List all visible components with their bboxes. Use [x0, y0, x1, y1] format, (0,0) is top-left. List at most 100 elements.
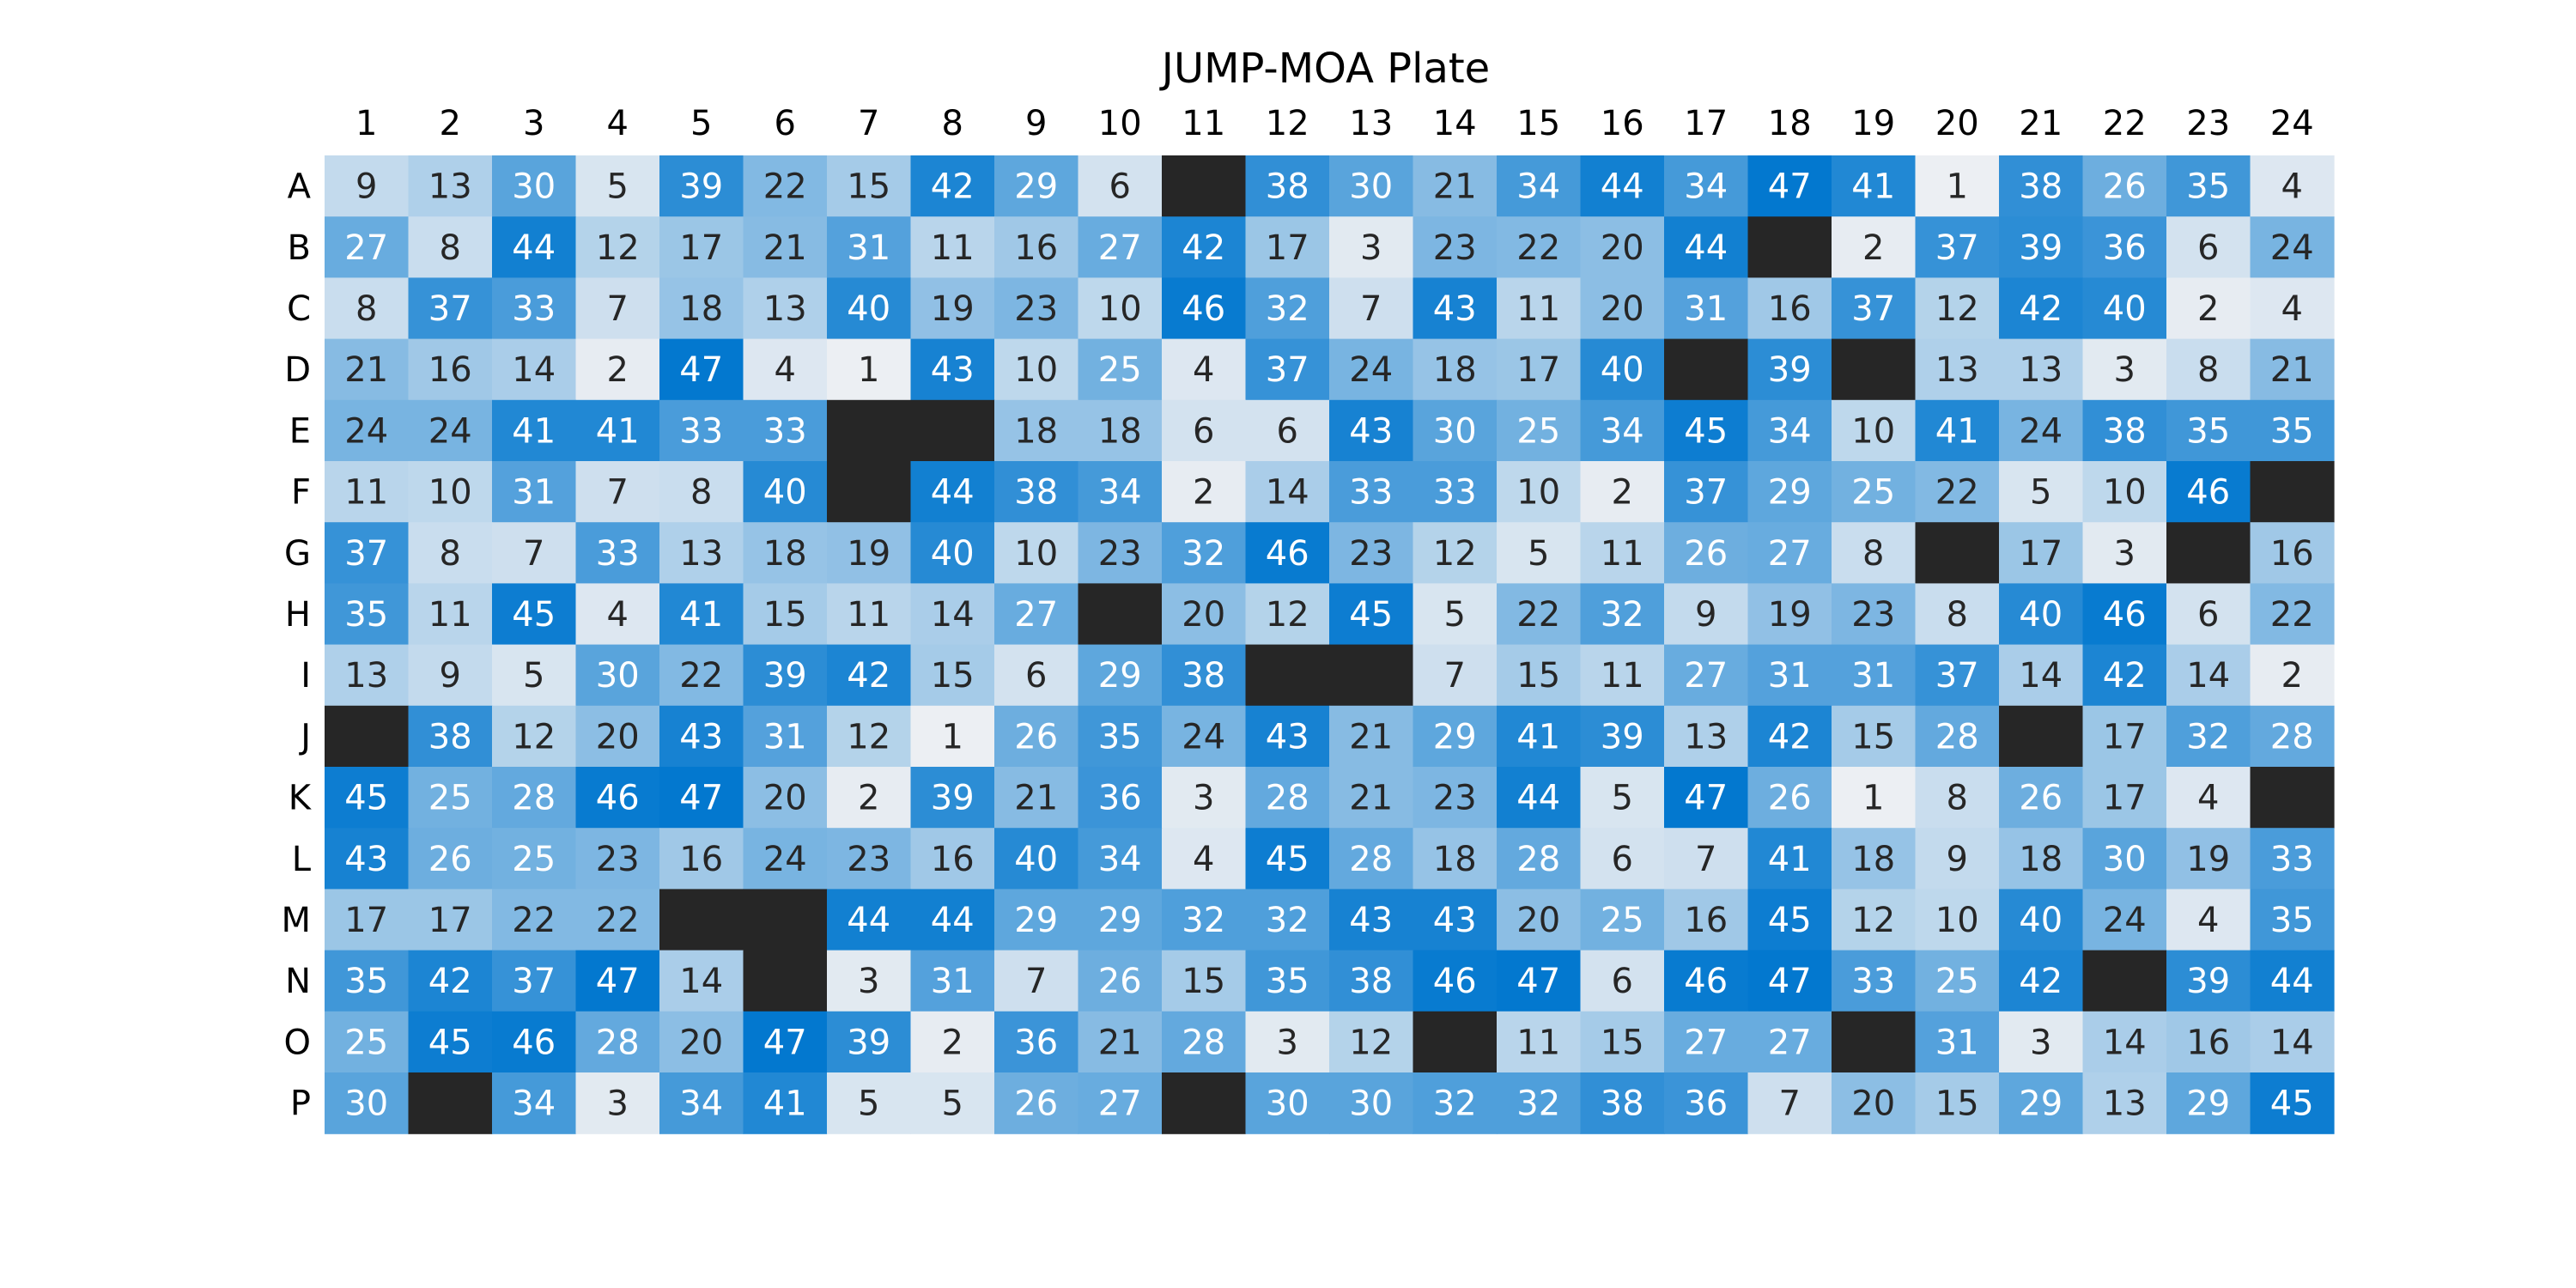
well-value-J5: 43 [679, 717, 723, 756]
well-value-N1: 35 [344, 962, 388, 1001]
well-value-B14: 23 [1433, 228, 1477, 268]
well-cell-M20 [1915, 889, 2000, 951]
well-value-B9: 16 [1014, 228, 1058, 268]
well-value-B5: 17 [679, 228, 723, 268]
well-cell-I16 [1580, 644, 1665, 707]
column-label-14: 14 [1433, 104, 1477, 143]
well-cell-N12 [1245, 950, 1330, 1012]
well-value-J19: 15 [1851, 717, 1895, 756]
well-cell-P18 [1747, 1072, 1832, 1134]
well-cell-D3 [492, 338, 577, 401]
well-value-L10: 34 [1098, 840, 1142, 879]
well-cell-H1 [325, 583, 410, 646]
well-value-G18: 27 [1768, 534, 1812, 574]
well-value-I19: 31 [1851, 656, 1895, 696]
well-cell-C17 [1664, 277, 1749, 340]
well-cell-J22 [2082, 705, 2167, 768]
row-label-A: A [288, 167, 312, 207]
well-cell-L12 [1245, 828, 1330, 890]
well-value-K16: 5 [1612, 779, 1633, 818]
well-value-M19: 12 [1851, 901, 1895, 940]
well-cell-A24 [2250, 155, 2335, 217]
well-value-P5: 34 [679, 1084, 723, 1124]
well-value-G21: 17 [2019, 534, 2063, 574]
well-value-B20: 37 [1935, 228, 1979, 268]
well-cell-P15 [1497, 1072, 1582, 1134]
well-cell-D10 [1078, 338, 1163, 401]
well-value-F8: 44 [931, 473, 975, 513]
row-label-C: C [287, 289, 311, 329]
well-value-C4: 7 [607, 289, 629, 329]
well-cell-C14 [1413, 277, 1498, 340]
well-cell-M24 [2250, 889, 2335, 951]
well-value-B8: 11 [931, 228, 975, 268]
well-cell-I19 [1832, 644, 1917, 707]
well-cell-F18 [1747, 461, 1832, 523]
well-cell-H11 [1162, 583, 1247, 646]
well-cell-O23 [2166, 1011, 2251, 1073]
well-value-D5: 47 [679, 350, 723, 390]
well-cell-B20 [1915, 216, 2000, 278]
well-value-C10: 10 [1098, 289, 1142, 329]
well-value-J7: 12 [847, 717, 890, 756]
well-value-K17: 47 [1684, 779, 1728, 818]
well-cell-K6 [743, 767, 828, 829]
well-cell-M23 [2166, 889, 2251, 951]
well-cell-K17 [1664, 767, 1749, 829]
well-cell-L16 [1580, 828, 1665, 890]
column-label-7: 7 [858, 104, 879, 143]
well-cell-D15 [1497, 338, 1582, 401]
well-value-A22: 26 [2103, 167, 2147, 207]
well-value-O4: 28 [596, 1023, 640, 1062]
well-value-B4: 12 [596, 228, 640, 268]
well-value-F17: 37 [1684, 473, 1728, 513]
well-value-O6: 47 [763, 1023, 807, 1062]
well-value-A8: 42 [931, 167, 975, 207]
well-cell-J12 [1245, 705, 1330, 768]
well-value-C19: 37 [1851, 289, 1895, 329]
well-cell-D17 [1664, 338, 1749, 401]
well-cell-C19 [1832, 277, 1917, 340]
well-cell-A4 [575, 155, 660, 217]
well-value-I16: 11 [1601, 656, 1644, 696]
row-label-G: G [284, 534, 311, 574]
well-cell-G4 [575, 522, 660, 584]
well-cell-A5 [659, 155, 744, 217]
well-cell-O2 [408, 1011, 493, 1073]
well-cell-M16 [1580, 889, 1665, 951]
well-cell-G10 [1078, 522, 1163, 584]
well-cell-H5 [659, 583, 744, 646]
well-cell-M7 [827, 889, 912, 951]
well-cell-H9 [994, 583, 1079, 646]
well-value-K2: 25 [428, 779, 472, 818]
well-value-H24: 22 [2270, 595, 2314, 635]
well-value-G12: 46 [1266, 534, 1309, 574]
well-value-C8: 19 [931, 289, 975, 329]
well-value-E19: 10 [1851, 411, 1895, 451]
well-cell-O13 [1329, 1011, 1414, 1073]
well-value-N18: 47 [1768, 962, 1812, 1001]
well-cell-C20 [1915, 277, 2000, 340]
well-cell-K23 [2166, 767, 2251, 829]
column-label-20: 20 [1935, 104, 1979, 143]
well-value-F18: 29 [1768, 473, 1812, 513]
well-cell-N10 [1078, 950, 1163, 1012]
well-cell-H17 [1664, 583, 1749, 646]
well-value-D24: 21 [2270, 350, 2314, 390]
column-labels: 1 2 3 4 5 6 7 8 9 10 11 12 13 14 15 16 17 18 19 20 21 22 23 24 [355, 104, 2314, 143]
well-value-F3: 31 [512, 473, 556, 513]
well-cell-J18 [1747, 705, 1832, 768]
well-value-A17: 34 [1684, 167, 1728, 207]
well-cell-D5 [659, 338, 744, 401]
well-cell-I20 [1915, 644, 2000, 707]
well-value-C11: 46 [1182, 289, 1225, 329]
well-cell-L24 [2250, 828, 2335, 890]
well-cell-F16 [1580, 461, 1665, 523]
well-value-F20: 22 [1935, 473, 1979, 513]
well-value-G2: 8 [440, 534, 461, 574]
well-cell-F21 [1999, 461, 2084, 523]
well-value-I23: 14 [2186, 656, 2230, 696]
well-value-J13: 21 [1349, 717, 1393, 756]
well-value-B11: 42 [1182, 228, 1225, 268]
well-value-O12: 3 [1277, 1023, 1298, 1062]
